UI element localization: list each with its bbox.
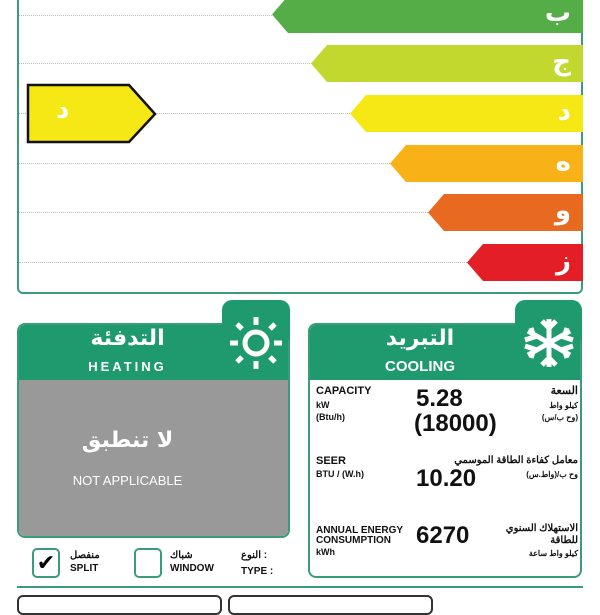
class-arrow-j: ج — [311, 45, 583, 82]
rating-indicator-arrow — [26, 83, 157, 144]
sun-icon — [230, 317, 282, 369]
bottom-box — [17, 595, 222, 615]
capacity-label-ar: السعة — [550, 385, 578, 397]
heating-body — [19, 380, 288, 536]
seer-unit-ar: وح ب/(واط.س) — [526, 470, 578, 479]
bottom-box — [228, 595, 433, 615]
annual-label-ar-2: للطاقة — [550, 535, 578, 546]
not-applicable-en: NOT APPLICABLE — [72, 473, 183, 488]
window-label-ar: شباك — [170, 550, 193, 561]
window-checkbox[interactable] — [134, 548, 162, 578]
class-label: د — [557, 97, 571, 127]
heating-panel — [17, 323, 290, 538]
split-checkbox[interactable]: ✔ — [32, 548, 60, 578]
guide-line — [19, 113, 354, 114]
class-label: ج — [552, 47, 571, 77]
seer-value: 10.20 — [416, 465, 477, 492]
annual-label-2: CONSUMPTION — [316, 535, 391, 546]
cooling-title-ar: التبريد — [385, 326, 455, 351]
annual-unit-ar: كيلو واط ساعة — [528, 549, 578, 558]
divider — [17, 586, 583, 588]
class-arrow-b: ب — [272, 0, 583, 33]
heating-title-en: HEATING — [88, 359, 167, 374]
class-arrow-d: د — [350, 95, 583, 132]
capacity-unit-btu: (Btu/h) — [316, 412, 345, 422]
capacity-kw-value: 5.28 — [416, 385, 463, 412]
capacity-unit2-ar: (وح ب/س) — [541, 413, 578, 422]
split-label-ar: منفصل — [70, 550, 100, 561]
split-label-en: SPLIT — [70, 563, 99, 574]
seer-unit: BTU / (W.h) — [316, 469, 364, 479]
rating-label: د — [56, 95, 70, 125]
class-label: ب — [544, 0, 571, 28]
annual-value: 6270 — [416, 522, 470, 549]
capacity-label: CAPACITY — [316, 385, 372, 397]
class-arrow-h: ه — [390, 145, 583, 182]
capacity-unit-ar: كيلو واط — [549, 401, 578, 410]
class-label: و — [554, 196, 571, 226]
cooling-panel — [308, 323, 582, 578]
cooling-title-en: COOLING — [385, 358, 455, 375]
capacity-btu-value: (18000) — [414, 410, 497, 437]
class-label: ز — [556, 246, 571, 276]
not-applicable-ar: لا تنطبق — [81, 428, 174, 453]
class-arrow-z: ز — [467, 244, 583, 281]
type-label-en: TYPE : — [241, 566, 274, 577]
guide-line — [19, 15, 274, 16]
seer-label-ar: معامل كفاءة الطاقة الموسمي — [454, 455, 578, 466]
snowflake-icon — [524, 319, 574, 367]
guide-line — [19, 163, 394, 164]
annual-label-ar-1: الاستهلاك السنوي — [505, 523, 578, 534]
annual-unit: kWh — [316, 547, 335, 557]
capacity-unit-kw: kW — [316, 400, 330, 410]
class-label: ه — [555, 147, 571, 177]
guide-line — [19, 262, 471, 263]
annual-label-1: ANNUAL ENERGY — [316, 525, 404, 536]
seer-label: SEER — [316, 455, 346, 467]
guide-line — [19, 212, 432, 213]
class-arrow-w: و — [428, 194, 583, 231]
type-label-ar: النوع : — [241, 550, 268, 561]
heating-title-ar: التدفئة — [90, 326, 165, 351]
window-label-en: WINDOW — [170, 563, 214, 574]
guide-line — [19, 63, 314, 64]
